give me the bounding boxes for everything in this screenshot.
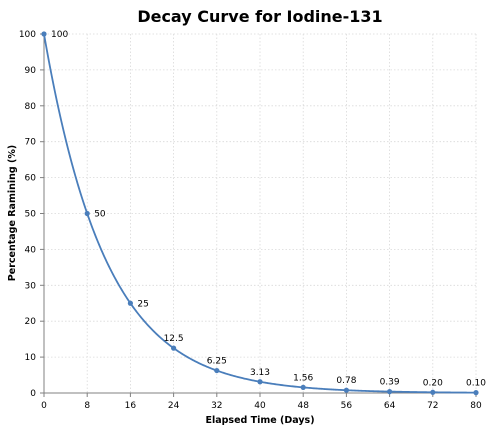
data-point-8: [84, 210, 90, 217]
data-label-40: 3.13: [250, 368, 270, 378]
data-point-64: [387, 388, 393, 395]
x-tick-label-32: 32: [211, 401, 222, 411]
y-tick-label-60: 60: [25, 174, 37, 184]
y-tick-label-80: 80: [25, 102, 37, 112]
data-label-8: 50: [94, 210, 106, 220]
data-label-24: 12.5: [164, 334, 184, 344]
x-tick-label-8: 8: [84, 401, 90, 411]
data-point-0: [41, 31, 47, 37]
data-point-40: [257, 379, 263, 385]
x-tick-label-72: 72: [427, 401, 438, 411]
x-tick-label-24: 24: [168, 401, 180, 411]
data-label-80: 0.10: [466, 379, 486, 389]
x-tick-label-0: 0: [41, 401, 47, 411]
axes: [40, 33, 477, 397]
y-tick-label-20: 20: [25, 317, 37, 327]
x-axis-title: Elapsed Time (Days): [205, 415, 314, 426]
y-tick-label-0: 0: [30, 389, 36, 399]
data-point-16: [127, 300, 133, 306]
data-label-0: 100: [51, 30, 68, 40]
y-tick-label-50: 50: [25, 210, 37, 220]
x-tick-label-56: 56: [341, 401, 353, 411]
data-point-48: [300, 384, 306, 390]
tick-labels: 0 10 20 30 40 50 60 70 80 90 100 0 8 16 24 32 40 48 56 64 72…: [19, 30, 482, 411]
series: [41, 31, 479, 396]
data-point-32: [214, 367, 220, 374]
data-label-16: 25: [137, 299, 148, 309]
x-tick-label-48: 48: [297, 401, 309, 411]
data-point-56: [343, 387, 349, 393]
data-labels: 100 50 25 12.5 6.25 3.13 1.56 0.78 0.39 0.20 0.10: [51, 30, 486, 389]
y-tick-label-90: 90: [25, 66, 37, 76]
data-point-80: [473, 390, 479, 396]
chart-title: Decay Curve for Iodine-131: [137, 7, 382, 26]
y-tick-label-70: 70: [25, 138, 37, 148]
y-tick-label-30: 30: [25, 281, 37, 291]
data-point-24: [171, 345, 177, 351]
x-tick-label-80: 80: [470, 401, 482, 411]
data-point-72: [430, 389, 436, 395]
y-axis-title: Percentage Ramining (%): [7, 145, 18, 281]
y-tick-label-40: 40: [25, 245, 37, 255]
data-label-72: 0.20: [423, 378, 443, 388]
data-label-64: 0.39: [380, 378, 400, 388]
x-tick-label-16: 16: [125, 401, 137, 411]
y-tick-label-10: 10: [25, 353, 37, 363]
data-label-32: 6.25: [207, 357, 227, 367]
gridlines: [44, 33, 477, 393]
data-label-48: 1.56: [293, 373, 313, 383]
x-tick-label-64: 64: [384, 401, 396, 411]
y-tick-label-100: 100: [19, 30, 36, 40]
x-tick-label-40: 40: [254, 401, 266, 411]
data-label-56: 0.78: [336, 376, 356, 386]
